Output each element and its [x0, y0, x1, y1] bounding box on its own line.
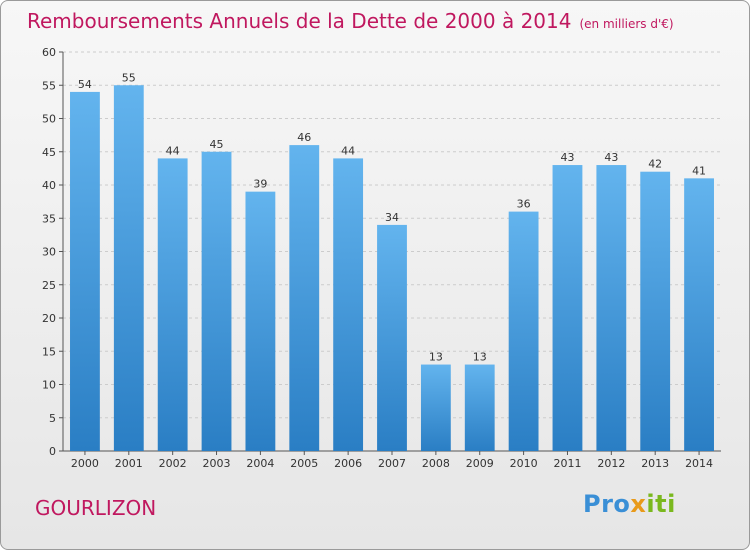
y-tick-label: 50: [42, 113, 56, 126]
x-tick-label: 2006: [334, 457, 362, 470]
y-tick-label: 45: [42, 146, 56, 159]
y-tick-label: 25: [42, 279, 56, 292]
x-tick-label: 2009: [466, 457, 494, 470]
bar: [464, 364, 495, 451]
y-tick-label: 30: [42, 246, 56, 259]
bar: [684, 178, 714, 451]
y-tick-label: 35: [42, 212, 56, 225]
y-tick-label: 5: [49, 412, 56, 425]
x-tick-label: 2000: [71, 457, 99, 470]
bar: [508, 211, 539, 451]
y-tick-label: 20: [42, 312, 56, 325]
y-tick-label: 60: [42, 46, 56, 59]
x-tick-label: 2003: [203, 457, 231, 470]
bar-value-label: 46: [297, 131, 311, 144]
x-tick-label: 2001: [115, 457, 143, 470]
bar-value-label: 41: [692, 164, 706, 177]
bar: [201, 151, 232, 451]
bar-value-label: 39: [253, 178, 267, 191]
x-tick-label: 2007: [378, 457, 406, 470]
bar: [245, 191, 276, 451]
y-tick-label: 10: [42, 379, 56, 392]
y-tick-label: 0: [49, 445, 56, 458]
commune-name: GOURLIZON: [35, 496, 157, 520]
bar: [377, 224, 407, 451]
bar: [552, 165, 583, 452]
y-tick-label: 15: [42, 345, 56, 358]
bar-value-label: 13: [473, 351, 487, 364]
bar-value-label: 55: [122, 71, 136, 84]
x-tick-label: 2010: [510, 457, 538, 470]
bar-value-label: 43: [560, 151, 574, 164]
y-tick-label: 55: [42, 79, 56, 92]
proxiti-logo: Proxiti: [583, 490, 676, 518]
x-tick-label: 2002: [159, 457, 187, 470]
bar-value-label: 44: [341, 144, 355, 157]
chart-subtitle: (en milliers d'€): [579, 17, 674, 31]
logo-part-3: iti: [646, 490, 676, 518]
bar-value-label: 43: [604, 151, 618, 164]
logo-part-2: x: [630, 490, 647, 518]
bar: [113, 85, 144, 451]
bar-value-label: 42: [648, 158, 662, 171]
bar: [157, 158, 188, 451]
x-tick-label: 2008: [422, 457, 450, 470]
bar: [640, 171, 671, 451]
bar-value-label: 36: [517, 198, 531, 211]
bar: [333, 158, 364, 451]
chart-title-text: Remboursements Annuels de la Dette de 20…: [27, 9, 572, 33]
chart-title: Remboursements Annuels de la Dette de 20…: [27, 9, 674, 33]
bar-value-label: 45: [210, 138, 224, 151]
x-tick-label: 2013: [641, 457, 669, 470]
label-layer: 54 55 44 45 39 46 44 34 13 13 36 43 43 42 41: [78, 71, 706, 363]
bar: [289, 145, 320, 451]
x-tick-label: 2005: [290, 457, 318, 470]
bar-value-label: 13: [429, 351, 443, 364]
bar: [420, 364, 451, 451]
y-tick-label: 40: [42, 179, 56, 192]
bar: [70, 91, 100, 452]
x-tick-label: 2011: [553, 457, 581, 470]
bar: [596, 165, 627, 452]
x-tick-label: 2004: [246, 457, 274, 470]
x-tick-label: 2014: [685, 457, 713, 470]
bar-layer: [70, 85, 714, 452]
logo-part-1: Pro: [583, 490, 631, 518]
bar-value-label: 44: [166, 144, 180, 157]
x-tick-label: 2012: [597, 457, 625, 470]
bar-value-label: 54: [78, 78, 92, 91]
bar-value-label: 34: [385, 211, 399, 224]
